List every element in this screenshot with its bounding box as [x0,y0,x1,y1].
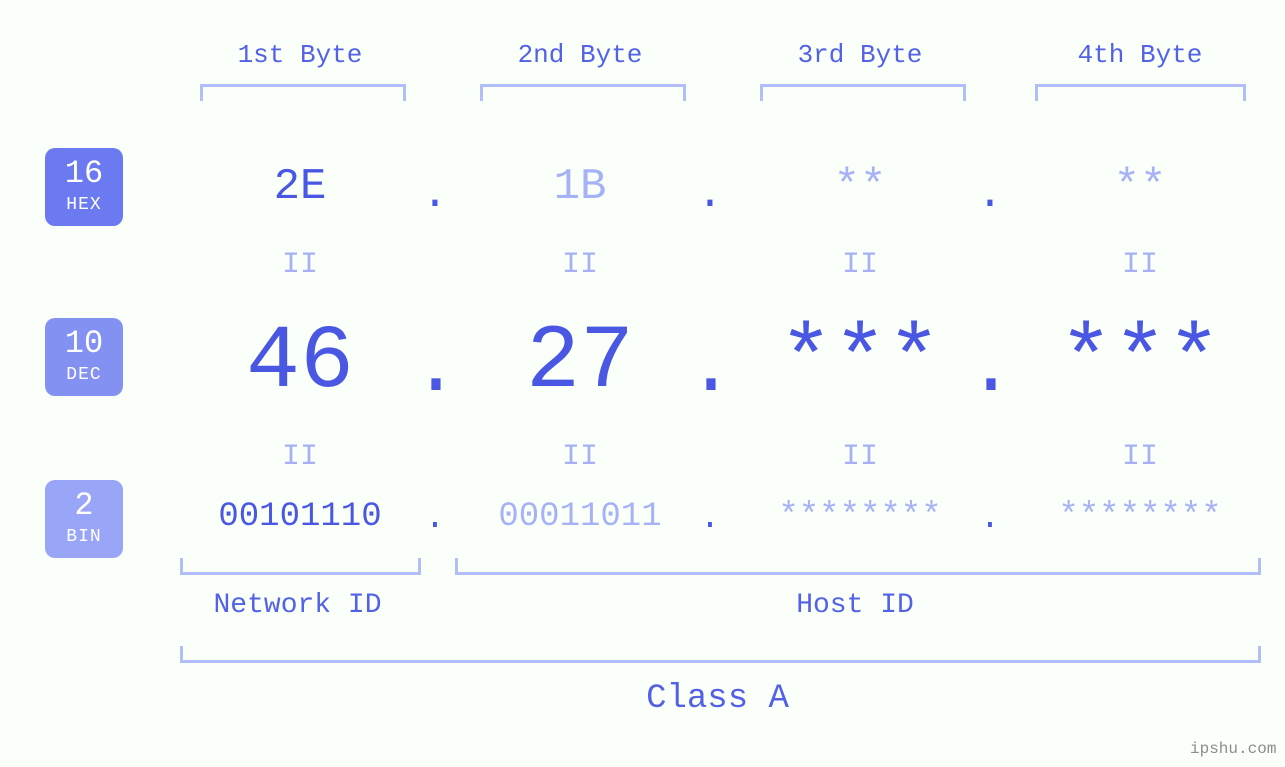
class-bracket [180,646,1261,663]
eq-1-4: II [1120,248,1160,282]
eq-1-2: II [560,248,600,282]
dec-byte-3: *** [730,312,990,414]
hex-dot-1: . [418,170,452,220]
network-bracket [180,558,421,575]
badge-bin-num: 2 [45,480,123,522]
eq-2-4: II [1120,440,1160,474]
eq-2-3: II [840,440,880,474]
byte-header-2: 2nd Byte [450,40,710,70]
hex-byte-3: ** [730,162,990,212]
badge-dec-label: DEC [45,360,123,384]
network-label: Network ID [180,590,415,621]
hex-dot-2: . [693,170,727,220]
eq-1-1: II [280,248,320,282]
eq-1-3: II [840,248,880,282]
top-bracket-2 [480,84,686,101]
badge-dec: 10 DEC [45,318,123,396]
byte-header-3: 3rd Byte [730,40,990,70]
bin-dot-3: . [976,500,1004,538]
class-label: Class A [180,680,1255,718]
dec-dot-1: . [412,324,458,415]
bin-dot-1: . [421,500,449,538]
bin-byte-4: ******** [1010,498,1270,536]
top-bracket-3 [760,84,966,101]
hex-dot-3: . [973,170,1007,220]
dec-byte-2: 27 [450,312,710,414]
badge-bin-label: BIN [45,522,123,546]
hex-byte-1: 2E [170,162,430,212]
byte-header-1: 1st Byte [170,40,430,70]
badge-hex: 16 HEX [45,148,123,226]
hex-byte-4: ** [1010,162,1270,212]
badge-bin: 2 BIN [45,480,123,558]
host-label: Host ID [455,590,1255,621]
bin-byte-2: 00011011 [450,498,710,536]
badge-hex-label: HEX [45,190,123,214]
hex-byte-2: 1B [450,162,710,212]
dec-dot-2: . [687,324,733,415]
top-bracket-4 [1035,84,1246,101]
dec-byte-4: *** [1010,312,1270,414]
badge-dec-num: 10 [45,318,123,360]
credit-text: ipshu.com [1190,740,1276,758]
dec-dot-3: . [967,324,1013,415]
eq-2-1: II [280,440,320,474]
bin-byte-1: 00101110 [170,498,430,536]
top-bracket-1 [200,84,406,101]
bin-byte-3: ******** [730,498,990,536]
badge-hex-num: 16 [45,148,123,190]
eq-2-2: II [560,440,600,474]
host-bracket [455,558,1261,575]
byte-header-4: 4th Byte [1010,40,1270,70]
dec-byte-1: 46 [170,312,430,414]
bin-dot-2: . [696,500,724,538]
